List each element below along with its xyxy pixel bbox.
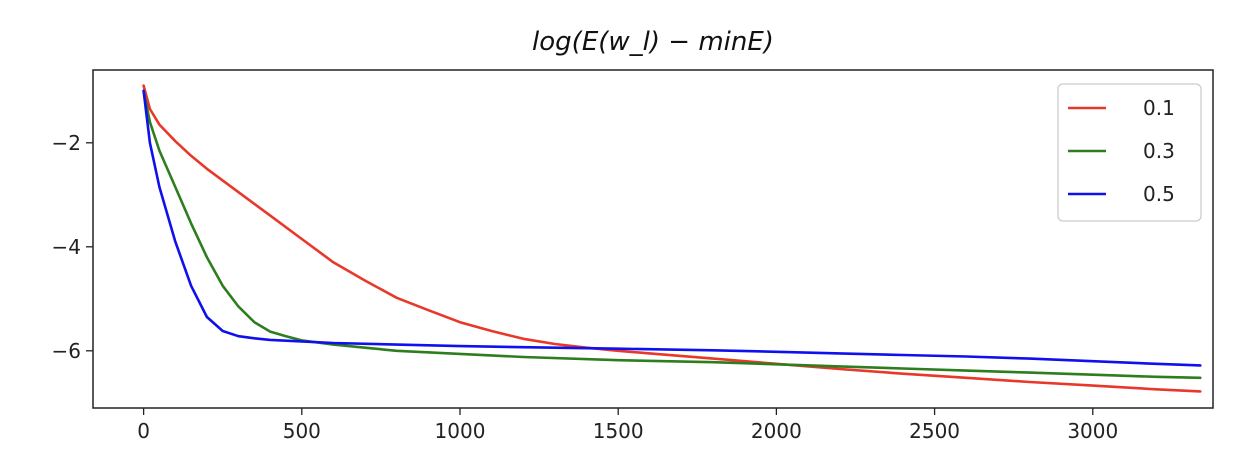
x-tick-label: 3000 [1067,419,1118,443]
legend-label: 0.3 [1143,139,1175,163]
y-tick-label: −4 [52,235,81,259]
x-tick-label: 1000 [435,419,486,443]
series-line-0-3 [142,89,1202,380]
y-tick-label: −6 [52,339,81,363]
series-line-0-1 [142,84,1202,393]
y-axis: −2 −4 −6 [52,131,93,363]
series-layer [142,84,1202,393]
x-tick-label: 2500 [909,419,960,443]
x-tick-label: 1500 [593,419,644,443]
x-tick-label: 500 [283,419,321,443]
chart-title: log(E(w_l) − minE) [532,27,774,57]
series-line-0-5 [142,89,1202,367]
plot-frame [92,69,1214,409]
x-tick-label: 2000 [751,419,802,443]
legend-label: 0.1 [1143,96,1175,120]
x-tick-label: 0 [137,419,150,443]
legend: 0.1 0.3 0.5 [1057,83,1202,222]
legend-box [1057,83,1202,222]
x-axis: 0 500 1000 1500 2000 2500 3000 [137,408,1118,443]
legend-label: 0.5 [1143,182,1175,206]
y-tick-label: −2 [52,131,81,155]
